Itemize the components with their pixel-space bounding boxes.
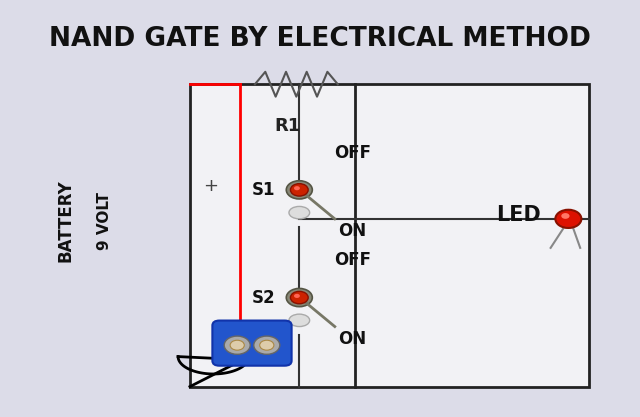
Circle shape (561, 213, 570, 219)
Circle shape (294, 186, 300, 190)
Ellipse shape (289, 314, 310, 327)
Circle shape (294, 294, 300, 298)
Text: 9 VOLT: 9 VOLT (97, 192, 111, 250)
Bar (190, 84, 589, 387)
Circle shape (260, 340, 274, 350)
Text: S2: S2 (252, 289, 276, 306)
Text: OFF: OFF (334, 251, 371, 269)
Text: +: + (203, 177, 218, 195)
Text: R1: R1 (275, 117, 301, 135)
Text: ON: ON (339, 222, 367, 240)
Circle shape (291, 183, 308, 196)
Ellipse shape (289, 206, 310, 219)
Bar (190, 84, 589, 387)
Text: NAND GATE BY ELECTRICAL METHOD: NAND GATE BY ELECTRICAL METHOD (49, 26, 591, 52)
Text: BATTERY: BATTERY (57, 180, 75, 262)
FancyBboxPatch shape (212, 321, 292, 366)
Circle shape (230, 340, 244, 350)
Text: ON: ON (339, 330, 367, 348)
Text: LED: LED (496, 205, 540, 225)
Circle shape (556, 210, 581, 228)
Text: OFF: OFF (334, 143, 371, 161)
Text: S1: S1 (252, 181, 276, 199)
Circle shape (286, 289, 312, 306)
Circle shape (224, 336, 250, 354)
Circle shape (291, 291, 308, 304)
Circle shape (254, 336, 280, 354)
Circle shape (286, 181, 312, 199)
